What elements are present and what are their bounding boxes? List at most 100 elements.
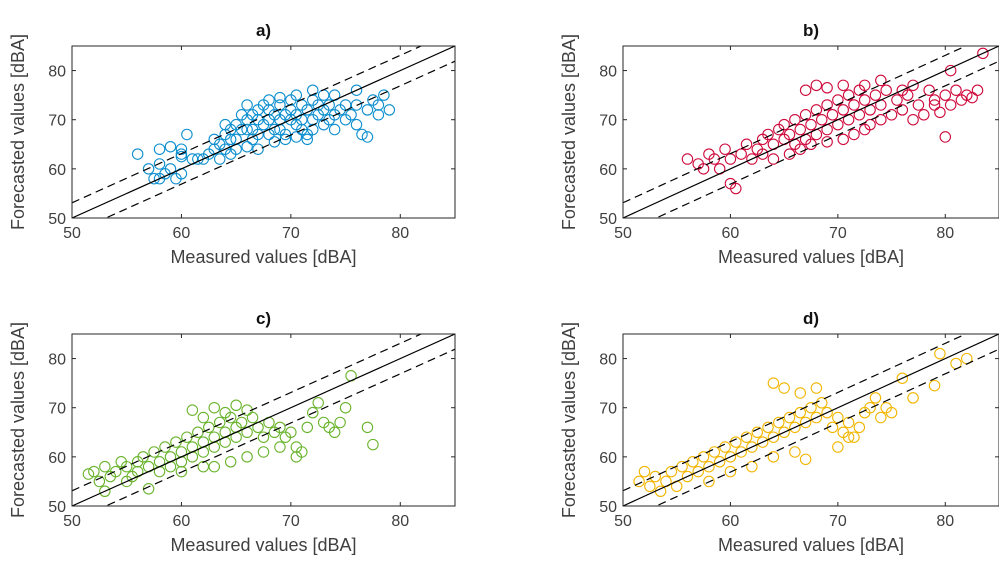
data-point [746,153,758,165]
data-point [799,109,812,121]
tolerance-line [104,60,455,218]
data-point [153,158,166,170]
data-point [175,150,188,163]
data-point [848,99,860,111]
x-tick-label: 50 [63,225,81,242]
data-point [918,109,930,121]
plot-area [72,46,455,218]
data-point [230,399,242,412]
data-point [821,82,833,94]
y-tick-label: 50 [599,211,617,228]
subplot-title: b) [803,21,819,40]
data-point [175,148,188,160]
x-axis-label: Measured values [dBA] [718,535,904,555]
tolerance-line [72,46,423,204]
data-point [350,99,363,111]
data-point [891,94,903,106]
data-point [842,89,855,101]
data-point [928,94,941,106]
y-tick-label: 60 [599,450,617,467]
data-point [907,113,919,126]
x-tick-label: 80 [936,513,954,530]
data-point [350,118,363,131]
data-point [783,148,796,160]
data-point [756,148,769,160]
identity-line [72,334,455,506]
data-point [378,89,390,101]
x-tick-label: 70 [829,225,847,242]
data-point [875,113,887,126]
data-point [810,79,823,92]
data-point [88,465,100,478]
x-axis-label: Measured values [dBA] [170,247,356,267]
data-point [858,94,871,106]
data-point [724,451,737,463]
data-point [274,99,286,111]
data-point [837,79,849,92]
subplot-a: 50 60 70 80 50 60 70 80 a) Measured values [dBA] F… [8,21,456,267]
y-tick-label: 80 [599,352,617,369]
data-point [235,416,248,429]
data-point [939,89,952,101]
y-tick-label: 80 [48,352,66,369]
data-point [153,143,166,155]
data-point [186,404,199,416]
data-point [842,416,855,429]
plot-area [623,46,999,218]
data-point [317,89,330,101]
data-point [805,401,817,414]
data-point [939,131,952,143]
subplot-c: 50 60 70 80 50 60 70 80 c) Measured values [dBA] F… [8,309,456,555]
data-point [649,470,661,483]
data-point [815,113,828,126]
data-point [306,123,319,136]
data-point [934,347,946,360]
data-point [82,468,95,480]
data-point [896,104,909,116]
data-point [257,431,270,443]
data-point [767,153,780,165]
data-point [746,441,758,453]
data-point [274,441,286,453]
data-point [778,118,790,131]
data-point [93,475,106,488]
data-point [821,136,833,148]
data-point [826,109,839,121]
data-point [740,431,753,443]
data-point [350,84,363,96]
data-point [713,456,726,468]
data-point [810,411,823,424]
data-point [164,140,177,153]
data-point [858,123,871,136]
data-point [170,172,182,185]
data-point [676,460,688,473]
data-point [99,460,111,473]
data-point [789,113,801,126]
data-point [805,118,817,131]
data-point [263,94,275,106]
data-point [767,451,780,463]
data-point [708,446,721,458]
x-axis-label: Measured values [dBA] [170,535,356,555]
data-point [99,485,111,498]
data-point [142,163,155,175]
y-tick-label: 60 [48,450,66,467]
data-point [306,84,319,96]
data-point [928,379,941,392]
data-point [848,128,860,141]
data-point [703,460,715,473]
data-point [131,148,144,160]
data-point [203,421,215,434]
data-point [885,109,898,121]
data-point [681,470,694,483]
subplot-d: 50 60 70 80 50 60 70 80 d) Measured values [dBA] F… [559,309,999,555]
identity-line [623,334,999,506]
data-point [120,460,133,473]
data-point [306,406,319,419]
data-point [692,465,704,478]
data-point [687,456,699,468]
data-point [928,99,941,111]
data-point [241,123,253,136]
data-point [789,446,801,458]
data-point [213,416,226,429]
